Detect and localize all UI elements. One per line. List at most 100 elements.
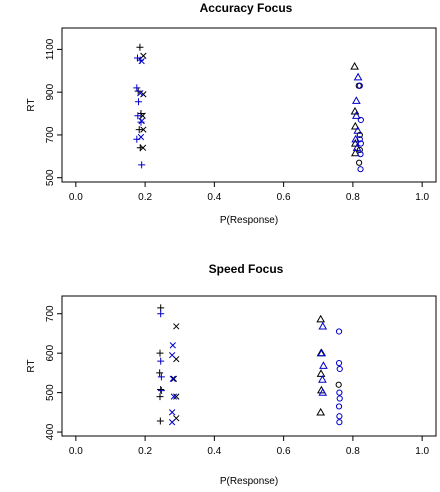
data-point-plus-blue — [157, 310, 165, 318]
data-point-cross-black — [140, 52, 147, 59]
data-point-plus-black — [156, 417, 164, 425]
data-point-plus-black — [156, 349, 164, 357]
y-tick-label: 900 — [45, 83, 56, 100]
data-point-circle-blue — [357, 151, 364, 158]
data-point-circle-blue — [335, 328, 343, 335]
data-point-triangle-black — [316, 314, 326, 323]
data-point-triangle-blue — [351, 111, 361, 119]
data-point-plus-blue — [133, 84, 141, 92]
data-point-cross-blue — [138, 57, 145, 65]
chart-title: Speed Focus — [209, 262, 284, 276]
data-point-cross-blue — [169, 342, 176, 349]
data-point-plus-black — [136, 43, 144, 51]
data-point-plus-black — [135, 126, 143, 134]
data-point-circle-blue — [336, 389, 343, 396]
data-point-cross-blue — [168, 352, 176, 359]
y-axis-label: RT — [26, 98, 37, 111]
y-tick-label: 500 — [45, 384, 56, 401]
y-tick-label: 1100 — [45, 38, 56, 60]
data-point-triangle-black — [350, 138, 360, 147]
data-point-plus-blue — [157, 373, 165, 381]
data-point-triangle-blue — [319, 361, 328, 369]
x-tick-label: 0.0 — [69, 446, 83, 457]
data-point-plus-blue — [134, 112, 142, 120]
data-point-circle-black — [356, 131, 363, 139]
chart-panel-accuracy-focus: Accuracy Focus 0.0 0.2 0.4 0.6 0.8 1.0 500 700… — [26, 1, 437, 226]
y-tick-label: 400 — [45, 423, 56, 440]
data-point-circle-blue — [336, 365, 343, 373]
data-point-circle-blue — [357, 116, 364, 124]
x-tick-label: 0.4 — [207, 446, 221, 457]
data-point-circle-blue — [335, 403, 343, 410]
y-tick-label: 700 — [45, 126, 56, 143]
data-point-circle-blue — [357, 166, 364, 173]
data-point-circle-blue — [336, 419, 343, 426]
data-point-plus-black — [157, 385, 165, 393]
data-point-plus-black — [157, 304, 165, 312]
data-point-triangle-black — [316, 407, 326, 416]
y-tick-label: 600 — [45, 344, 56, 361]
data-point-cross-blue — [170, 393, 178, 400]
x-tick-label: 1.0 — [415, 192, 429, 203]
data-point-circle-black — [356, 159, 363, 166]
chart-panel-speed-focus: Speed Focus 0.0 0.2 0.4 0.6 0.8 1.0 400 500 600… — [26, 262, 437, 487]
data-point-circle-blue — [336, 413, 343, 420]
data-point-triangle-blue — [317, 348, 327, 357]
data-point-plus-blue — [138, 161, 146, 169]
data-point-circle-black — [356, 146, 363, 154]
y-tick-label: 500 — [45, 169, 56, 186]
data-point-triangle-blue — [318, 321, 328, 330]
data-point-triangle-black — [316, 369, 326, 377]
x-tick-label: 0.2 — [138, 192, 152, 203]
data-point-cross-blue — [168, 409, 176, 416]
x-axis-label: P(Response) — [220, 215, 278, 226]
data-point-plus-blue — [135, 98, 143, 106]
data-point-cross-black — [173, 323, 180, 330]
data-point-circle-blue — [357, 140, 364, 147]
y-axis: 400 500 600 700 — [45, 305, 62, 440]
plot-frame — [61, 27, 437, 183]
data-point-cross-black — [173, 393, 180, 400]
data-points — [156, 304, 343, 426]
x-tick-label: 0.6 — [277, 192, 291, 203]
data-point-circle-blue — [335, 359, 343, 367]
data-points — [133, 43, 364, 173]
data-point-triangle-black — [350, 148, 360, 157]
data-point-cross-black — [139, 144, 147, 151]
data-point-triangle-blue — [353, 72, 363, 81]
data-point-triangle-black — [350, 121, 360, 130]
data-point-cross-blue — [168, 419, 176, 426]
y-axis-label: RT — [26, 359, 37, 372]
data-point-circle-blue — [356, 136, 363, 143]
data-point-cross-black — [140, 126, 147, 133]
data-point-circle-blue — [336, 395, 343, 402]
plot-frame — [61, 295, 437, 437]
data-point-triangle-black — [350, 61, 359, 70]
x-axis-label: P(Response) — [220, 476, 278, 487]
data-point-plus-blue — [157, 357, 165, 365]
chart-title: Accuracy Focus — [200, 1, 293, 15]
data-point-plus-black — [156, 369, 164, 377]
x-tick-label: 0.8 — [346, 446, 360, 457]
data-point-plus-black — [156, 393, 164, 401]
data-point-plus-blue — [157, 387, 165, 395]
data-point-triangle-blue — [318, 388, 328, 396]
data-point-triangle-blue — [351, 96, 361, 104]
data-point-cross-blue — [137, 133, 145, 141]
x-tick-label: 0.8 — [346, 192, 360, 203]
data-point-cross-blue — [138, 117, 145, 125]
data-point-cross-black — [170, 375, 178, 382]
x-axis: 0.0 0.2 0.4 0.6 0.8 1.0 — [69, 436, 430, 457]
x-tick-label: 0.6 — [277, 446, 291, 457]
data-point-triangle-blue — [318, 375, 327, 383]
y-tick-label: 700 — [45, 305, 56, 322]
data-point-cross-blue — [137, 90, 144, 97]
data-point-cross-black — [139, 112, 146, 119]
x-tick-label: 1.0 — [415, 446, 429, 457]
x-tick-label: 0.2 — [138, 446, 152, 457]
x-tick-label: 0.0 — [69, 192, 83, 203]
y-axis: 500 700 900 1100 — [45, 38, 62, 186]
x-tick-label: 0.4 — [207, 192, 221, 203]
x-axis: 0.0 0.2 0.4 0.6 0.8 1.0 — [69, 182, 430, 203]
